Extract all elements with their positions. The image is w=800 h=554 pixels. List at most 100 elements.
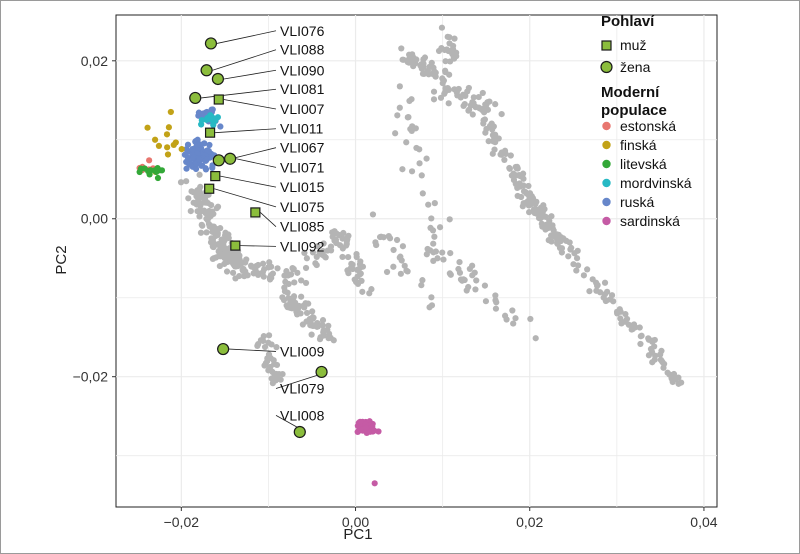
background-point (461, 100, 468, 108)
ancient-male-marker (213, 94, 224, 105)
background-point (295, 305, 302, 312)
background-point (298, 277, 305, 284)
background-point (266, 276, 274, 283)
population-point (165, 124, 172, 131)
background-point (403, 267, 410, 274)
background-point (453, 53, 460, 60)
background-point (419, 277, 426, 284)
background-point (218, 244, 225, 251)
background-point (320, 332, 327, 339)
ancient-male-marker (210, 171, 221, 182)
background-point (652, 352, 659, 359)
population-point (144, 124, 151, 131)
background-point (257, 337, 265, 344)
background-point (290, 265, 297, 273)
background-point (600, 294, 607, 301)
population-point (164, 151, 172, 158)
population-point (155, 142, 163, 149)
population-point (206, 141, 213, 149)
background-point (359, 263, 367, 270)
background-point (446, 34, 453, 41)
sardinian-point (362, 424, 370, 431)
background-point (284, 289, 291, 296)
background-point (359, 288, 366, 295)
background-point (340, 229, 347, 237)
background-point (314, 243, 321, 250)
background-point (429, 227, 437, 234)
x-axis-ticks: −0,02 0,00 0,02 0,04 (164, 507, 718, 530)
background-point (492, 292, 499, 299)
background-point (266, 259, 273, 266)
background-point (430, 88, 438, 95)
background-point (435, 47, 443, 55)
background-point (469, 111, 476, 118)
background-point (470, 94, 477, 101)
background-point (429, 70, 436, 78)
legend-population-title-2: populace (601, 102, 667, 119)
background-point (243, 256, 250, 263)
background-point (423, 155, 430, 162)
background-point (584, 266, 591, 273)
background-point (425, 201, 432, 208)
ancient-female-marker (212, 154, 225, 167)
background-point (456, 258, 463, 266)
background-point (252, 267, 259, 275)
background-point (231, 253, 238, 260)
population-point (217, 123, 224, 130)
background-point (303, 255, 310, 262)
background-point (264, 355, 271, 362)
background-point (403, 139, 410, 146)
sample-label: VLI067 (280, 140, 325, 156)
background-point (580, 272, 587, 279)
background-point (565, 253, 572, 260)
background-point (274, 265, 281, 272)
population-point (196, 156, 203, 163)
leader-line (260, 212, 277, 227)
background-point (297, 310, 304, 317)
background-point (301, 249, 308, 256)
population-point (164, 144, 171, 151)
background-point (548, 213, 555, 220)
background-point (503, 316, 510, 323)
ancient-male-marker (230, 240, 241, 251)
background-point (229, 269, 237, 276)
background-point (651, 336, 658, 344)
background-point (404, 114, 411, 121)
population-point (194, 136, 201, 143)
sample-label: VLI085 (280, 219, 325, 235)
ancient-female-marker (315, 365, 328, 379)
population-point (167, 108, 174, 116)
background-point (428, 59, 435, 66)
background-point (532, 335, 539, 342)
background-point (197, 229, 205, 236)
background-point (283, 268, 290, 275)
background-point (554, 240, 561, 247)
background-point (456, 269, 464, 276)
sample-label: VLI015 (280, 179, 325, 195)
leader-line (229, 348, 277, 352)
background-point (272, 374, 279, 381)
background-point (660, 364, 667, 371)
background-point (651, 343, 658, 350)
population-point (151, 136, 159, 143)
background-point (322, 254, 329, 261)
leader-line (214, 188, 277, 208)
background-point (190, 199, 197, 206)
sample-label: VLI075 (280, 199, 325, 215)
background-point (498, 111, 505, 118)
background-point (420, 56, 427, 63)
ancient-female-marker (189, 91, 202, 105)
y-axis-ticks: −0,02 0,00 0,02 (73, 53, 116, 385)
background-point (273, 361, 281, 369)
population-point (183, 165, 190, 172)
background-point (314, 323, 322, 330)
legend-circle-marker (600, 60, 613, 74)
background-point (532, 200, 539, 207)
background-point (573, 267, 580, 274)
background-point (279, 294, 286, 301)
background-points (177, 24, 685, 387)
background-point (213, 205, 220, 212)
background-point (392, 130, 399, 137)
leader-line (216, 30, 277, 44)
background-point (658, 347, 665, 354)
